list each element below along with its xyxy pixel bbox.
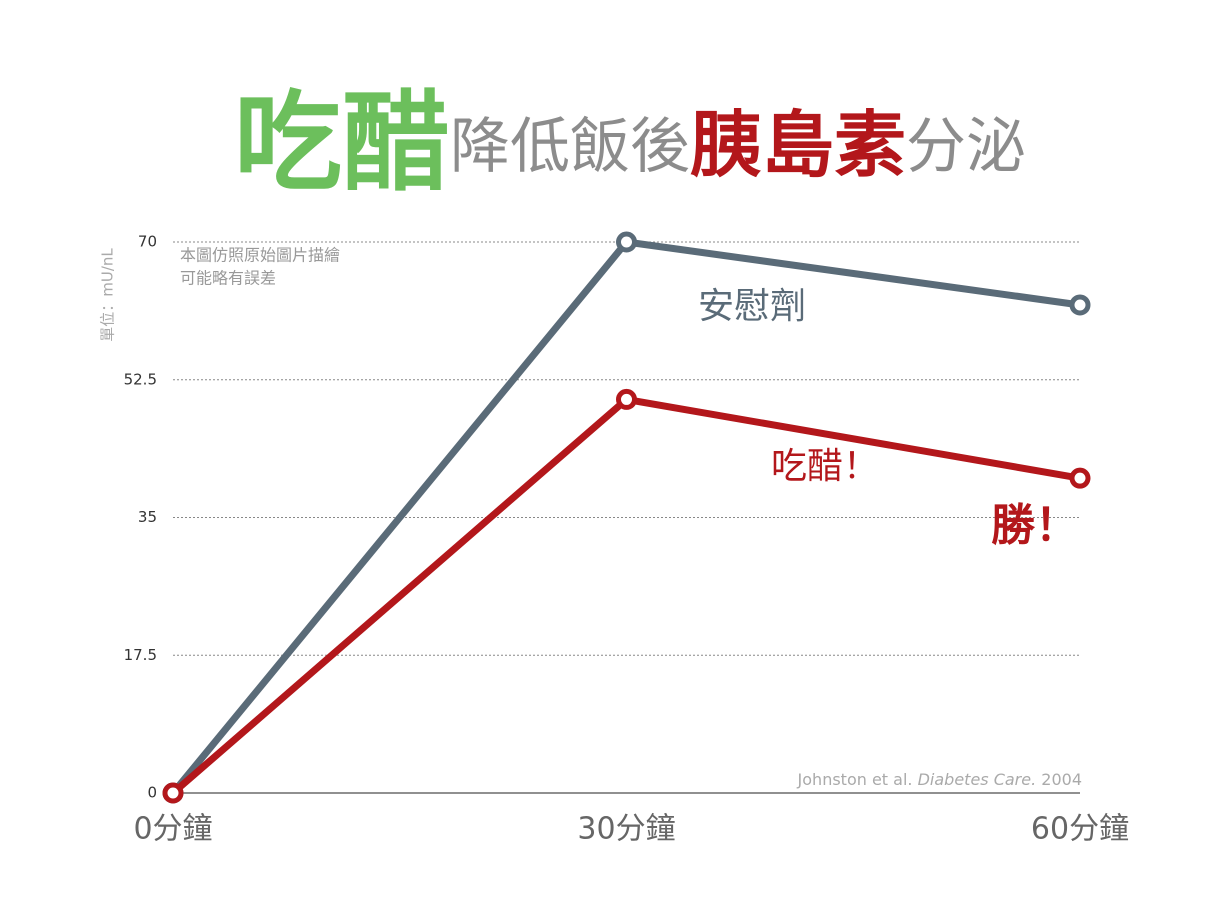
y-tick-label: 70 xyxy=(138,233,157,251)
source-part: Johnston et al. xyxy=(797,770,918,789)
point-marker xyxy=(616,231,637,253)
point-marker xyxy=(1069,294,1091,316)
y-tick-label: 0 xyxy=(147,784,157,802)
point-marker xyxy=(1069,467,1091,489)
y-axis-label: 單位：mU/nL xyxy=(99,248,117,342)
point-marker xyxy=(616,388,637,410)
title-part: 胰島素 xyxy=(690,103,906,187)
title-part: 吃醋 xyxy=(234,81,450,206)
title-part: 分泌 xyxy=(906,112,1026,182)
source-part: 2004 xyxy=(1036,770,1082,789)
y-tick-label: 17.5 xyxy=(124,646,157,664)
annotation: 勝！ xyxy=(991,500,1079,551)
note: 本圖仿照原始圖片描繪 xyxy=(180,246,340,265)
x-tick-label: 60分鐘 xyxy=(1031,812,1129,847)
series-line xyxy=(170,395,1081,796)
source-part: Diabetes Care. xyxy=(918,770,1037,789)
x-tick-label: 0分鐘 xyxy=(133,812,212,847)
series-label: 安慰劑 xyxy=(698,286,806,327)
source: Johnston et al. Diabetes Care. 2004 xyxy=(797,770,1082,789)
series-label: 吃醋！ xyxy=(771,446,879,487)
title-part: 降低飯後 xyxy=(450,112,690,182)
y-tick-label: 35 xyxy=(138,508,157,526)
note: 可能略有誤差 xyxy=(180,269,276,288)
x-tick-label: 30分鐘 xyxy=(577,812,675,847)
chart-title: 吃醋降低飯後胰島素分泌 xyxy=(234,81,1026,206)
y-tick-label: 52.5 xyxy=(124,370,157,388)
point-marker xyxy=(162,782,184,804)
